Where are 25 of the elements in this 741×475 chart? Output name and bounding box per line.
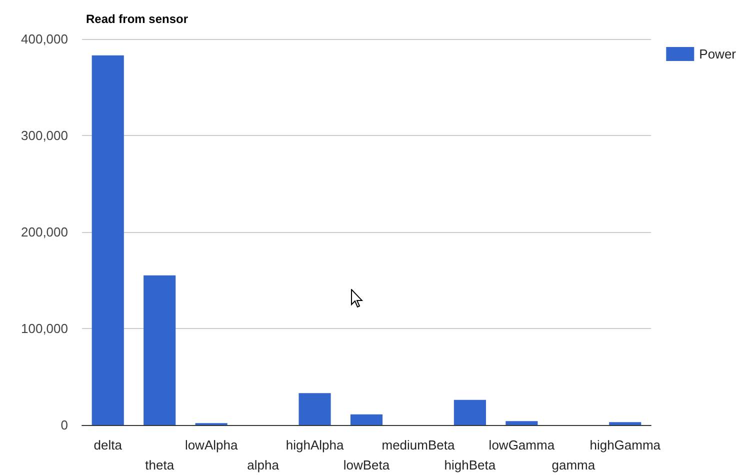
y-tick-label: 0	[60, 418, 68, 432]
bar	[144, 275, 176, 425]
x-tick-label: highGamma	[590, 438, 662, 452]
x-tick-label: lowBeta	[343, 458, 390, 472]
bar	[454, 400, 486, 425]
x-tick-label: delta	[94, 438, 123, 452]
x-tick-label: mediumBeta	[382, 438, 456, 452]
x-tick-label: highAlpha	[286, 438, 344, 452]
bar	[92, 55, 124, 425]
chart-title: Read from sensor	[86, 12, 188, 26]
bar	[298, 393, 331, 425]
legend-label: Power	[699, 46, 737, 62]
x-tick-label: alpha	[247, 458, 280, 472]
bar	[609, 422, 642, 425]
y-tick-label: 200,000	[21, 224, 68, 240]
y-tick-label: 400,000	[21, 32, 68, 46]
y-tick-label: 100,000	[21, 321, 68, 336]
x-tick-label: theta	[145, 458, 175, 472]
x-tick-label: highBeta	[444, 458, 496, 472]
x-tick-label: lowAlpha	[184, 438, 238, 452]
x-tick-label: lowGamma	[488, 438, 556, 452]
bar	[506, 421, 538, 425]
x-tick-label: gamma	[552, 458, 596, 472]
y-tick-label: 300,000	[21, 128, 68, 143]
bar	[350, 414, 383, 425]
